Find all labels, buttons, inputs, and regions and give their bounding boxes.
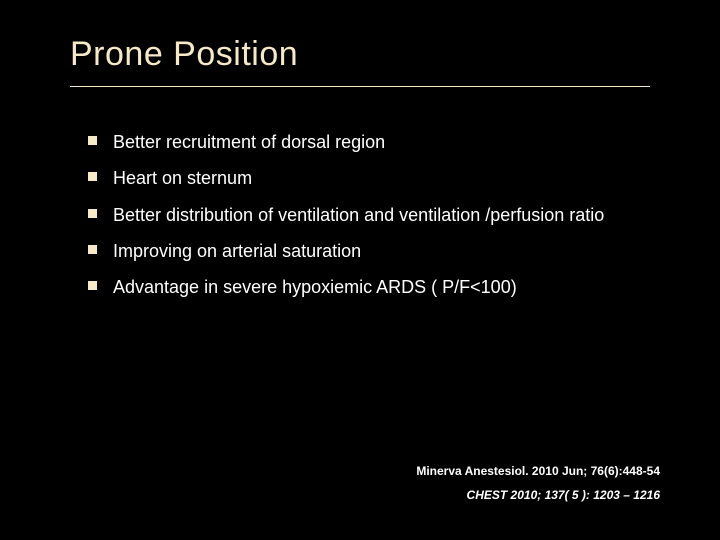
- bullet-list: Better recruitment of dorsal region Hear…: [88, 130, 648, 311]
- list-item: Better distribution of ventilation and v…: [88, 203, 648, 227]
- bullet-text: Advantage in severe hypoxiemic ARDS ( P/…: [113, 275, 517, 299]
- slide-title: Prone Position: [70, 35, 298, 74]
- slide: Prone Position Better recruitment of dor…: [0, 0, 720, 540]
- bullet-square-icon: [88, 281, 97, 290]
- bullet-square-icon: [88, 245, 97, 254]
- bullet-text: Better recruitment of dorsal region: [113, 130, 385, 154]
- list-item: Improving on arterial saturation: [88, 239, 648, 263]
- citations: Minerva Anestesiol. 2010 Jun; 76(6):448-…: [416, 454, 660, 502]
- list-item: Advantage in severe hypoxiemic ARDS ( P/…: [88, 275, 648, 299]
- citation-line: CHEST 2010; 137( 5 ): 1203 – 1216: [416, 488, 660, 502]
- title-underline: [70, 86, 650, 87]
- list-item: Better recruitment of dorsal region: [88, 130, 648, 154]
- bullet-text: Better distribution of ventilation and v…: [113, 203, 604, 227]
- bullet-text: Improving on arterial saturation: [113, 239, 361, 263]
- bullet-square-icon: [88, 172, 97, 181]
- bullet-text: Heart on sternum: [113, 166, 252, 190]
- bullet-square-icon: [88, 136, 97, 145]
- list-item: Heart on sternum: [88, 166, 648, 190]
- citation-line: Minerva Anestesiol. 2010 Jun; 76(6):448-…: [416, 464, 660, 478]
- bullet-square-icon: [88, 209, 97, 218]
